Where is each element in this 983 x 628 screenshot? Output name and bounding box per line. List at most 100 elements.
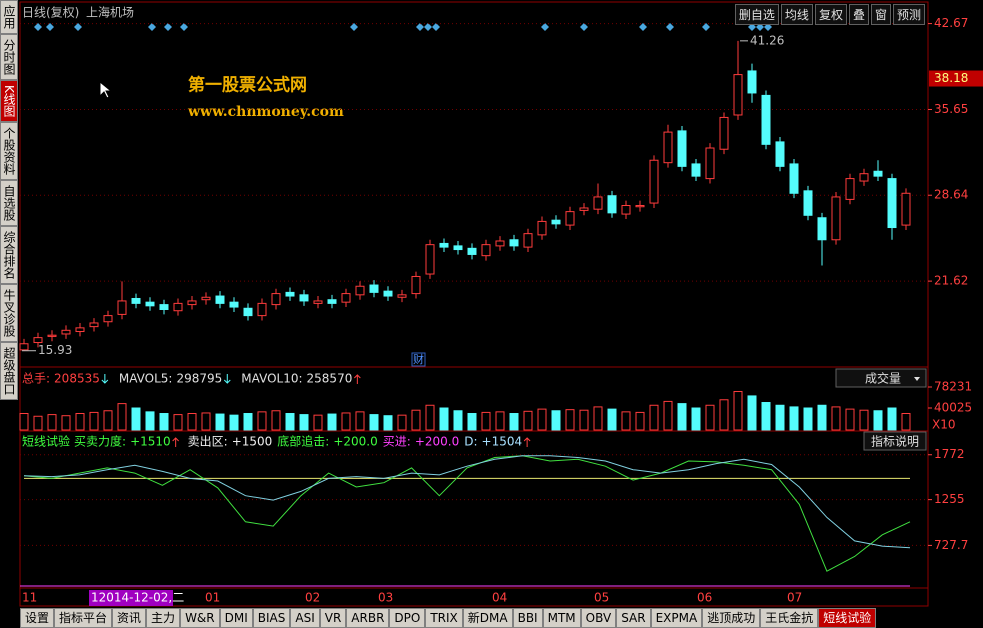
volume-bar: [789, 406, 799, 431]
candle-body: [593, 196, 603, 210]
bottom-tab[interactable]: BIAS: [252, 608, 291, 628]
volume-bar: [33, 415, 43, 431]
bottom-tab[interactable]: OBV: [580, 608, 617, 628]
side-tab[interactable]: 分时图: [0, 34, 18, 80]
volume-bar: [803, 407, 813, 431]
volume-bar: [103, 410, 113, 431]
toolbar-button[interactable]: 预测: [892, 4, 925, 25]
bottom-tab[interactable]: W&R: [180, 608, 220, 628]
bottom-tab[interactable]: 新DMA: [462, 608, 513, 628]
candle-body: [243, 307, 253, 317]
toolbar-button[interactable]: 叠: [848, 4, 869, 25]
candle-body: [257, 302, 267, 317]
candle-body: [481, 244, 491, 257]
bottom-tab[interactable]: 资讯: [112, 608, 147, 628]
field-value: +1510: [130, 435, 171, 449]
cursor-date: 12014-12-02,二: [91, 591, 184, 605]
signal-icon: [34, 23, 42, 31]
bottom-tab[interactable]: 短线试验: [818, 608, 877, 628]
bottom-tab[interactable]: DMI: [219, 608, 253, 628]
bottom-tab[interactable]: 指标平台: [54, 608, 113, 628]
volume-bar: [901, 413, 911, 431]
field-value: +200.0: [415, 435, 459, 449]
toolbar-button[interactable]: 均线: [780, 4, 813, 25]
side-tab[interactable]: 个股资料: [0, 121, 18, 180]
bottom-tab[interactable]: VR: [319, 608, 347, 628]
candle-body: [327, 299, 337, 304]
toolbar-button[interactable]: 窗: [870, 4, 891, 25]
bottom-tab[interactable]: SAR: [616, 608, 651, 628]
bottom-tab[interactable]: ASI: [290, 608, 320, 628]
bottom-tab[interactable]: MTM: [542, 608, 581, 628]
y-tick-label: 21.62: [934, 274, 968, 288]
y-tick-label: 35.65: [934, 102, 968, 116]
candle-body: [831, 196, 841, 241]
bottom-tab[interactable]: BBI: [512, 608, 543, 628]
low-label: 15.93: [38, 343, 72, 357]
signal-icon: [764, 23, 772, 31]
bottom-tab[interactable]: 逃顶成功: [702, 608, 761, 628]
volume-bar: [691, 407, 701, 431]
candle-body: [649, 159, 659, 204]
signal-icon: [541, 23, 549, 31]
candle-body: [733, 74, 743, 116]
candle-body: [761, 94, 771, 145]
side-tab[interactable]: K线图: [0, 80, 18, 122]
candle-body: [677, 130, 687, 167]
volume-bar: [859, 409, 869, 431]
legend-name: MAVOL10:: [241, 372, 302, 386]
volume-bar: [215, 413, 225, 431]
bottom-tab[interactable]: 王氏金抗: [760, 608, 819, 628]
bottom-tab[interactable]: EXPMA: [650, 608, 703, 628]
volume-bar: [453, 410, 463, 431]
volume-menu-label[interactable]: 成交量: [865, 371, 901, 386]
side-tab[interactable]: 自选股: [0, 179, 18, 226]
legend-value: 298795: [176, 372, 222, 386]
side-tab[interactable]: 应用: [0, 0, 18, 34]
stock-name: 上海机场: [86, 5, 134, 20]
candle-body: [817, 217, 827, 241]
volume-bar: [117, 403, 127, 431]
side-tab[interactable]: 超级盘口: [0, 341, 18, 400]
sidebar: 应用 分时图 K线图 个股资料 自选股 综合排名 牛叉诊股 超级盘口: [0, 0, 18, 400]
volume-bar: [61, 415, 71, 431]
candle-body: [621, 205, 631, 215]
indicator-button-label[interactable]: 指标说明: [871, 434, 919, 449]
volume-bar: [383, 415, 393, 431]
bottom-tab[interactable]: ARBR: [346, 608, 390, 628]
signal-icon: [416, 23, 424, 31]
bottom-tabs: 设置 指标平台 资讯 主力 W&R DMI BIAS ASI VR ARBR DPO TRIX 新DMA…: [20, 608, 877, 628]
volume-bar: [565, 409, 575, 431]
volume-menu[interactable]: [835, 368, 927, 388]
candle-body: [607, 195, 617, 214]
side-tab[interactable]: 综合排名: [0, 225, 18, 284]
volume-bar: [761, 402, 771, 431]
signal-icon: [148, 23, 156, 31]
volume-bar: [145, 411, 155, 431]
legend-value: 208535: [54, 372, 100, 386]
bottom-tab[interactable]: 设置: [20, 608, 55, 628]
candle-body: [103, 315, 113, 323]
bottom-tab[interactable]: 主力: [146, 608, 181, 628]
volume-bar: [285, 413, 295, 431]
indicator-button[interactable]: [863, 431, 927, 451]
cursor: [99, 80, 113, 99]
volume-bar: [733, 391, 743, 431]
toolbar-button[interactable]: 复权: [814, 4, 847, 25]
volume-bar: [873, 410, 883, 431]
toolbar-button[interactable]: 删自选: [734, 4, 779, 25]
bottom-tab[interactable]: DPO: [389, 608, 426, 628]
candle-body: [229, 301, 239, 308]
candle-body: [453, 245, 463, 251]
candle-body: [411, 275, 421, 295]
candle-body: [887, 178, 897, 229]
y-tick-label: 727.7: [934, 538, 968, 552]
side-tab[interactable]: 牛叉诊股: [0, 283, 18, 342]
volume-bar: [775, 404, 785, 431]
candle-body: [747, 70, 757, 94]
bottom-tab[interactable]: TRIX: [425, 608, 463, 628]
volume-bar: [313, 414, 323, 431]
x-tick-label: 04: [492, 591, 507, 605]
volume-bar: [495, 411, 505, 431]
